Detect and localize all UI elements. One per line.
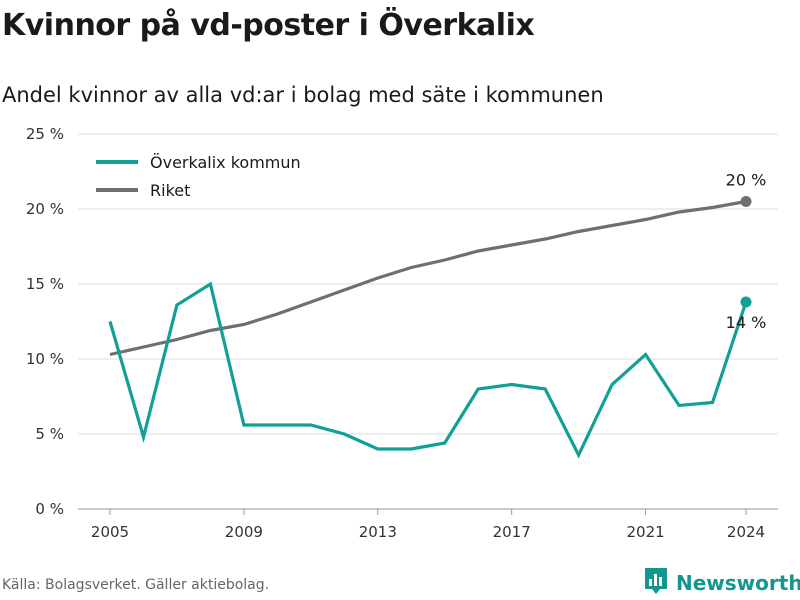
brand-logo: Newsworthy <box>644 568 800 598</box>
x-tick-label: 2024 <box>727 523 765 541</box>
x-tick-label: 2017 <box>493 523 531 541</box>
y-tick-label: 10 % <box>26 350 64 368</box>
y-tick-label: 5 % <box>35 425 64 443</box>
end-point-riket <box>740 196 752 207</box>
line-chart: 0 %5 %10 %15 %20 %25 % 2005 2009 2013 2017 2… <box>26 125 778 541</box>
x-tick-label: 2009 <box>225 523 263 541</box>
x-tick-label: 2005 <box>91 523 129 541</box>
end-point-overkalix <box>740 296 752 308</box>
legend-label-overkalix: Överkalix kommun <box>150 153 301 172</box>
y-tick-label: 15 % <box>26 275 64 293</box>
legend-label-riket: Riket <box>150 181 190 200</box>
gridlines <box>78 133 778 510</box>
end-label-overkalix: 14 % <box>726 313 767 332</box>
end-labels: 14 % 20 % <box>726 171 767 333</box>
y-tick-label: 25 % <box>26 125 64 143</box>
chart-subtitle: Andel kvinnor av alla vd:ar i bolag med … <box>2 83 604 107</box>
y-tick-label: 0 % <box>35 500 64 518</box>
x-axis: 2005 2009 2013 2017 2021 2024 <box>91 509 765 541</box>
chart-title: Kvinnor på vd-poster i Överkalix <box>2 8 535 43</box>
series-line-riket <box>109 199 747 357</box>
newsworthy-logo-icon <box>644 567 668 599</box>
x-tick-label: 2013 <box>359 523 397 541</box>
series-lines <box>108 196 752 459</box>
end-label-riket: 20 % <box>726 171 767 190</box>
series-line-overkalix <box>108 281 748 459</box>
legend: Överkalix kommun Riket <box>96 153 301 200</box>
brand-name: Newsworthy <box>676 571 800 595</box>
y-axis: 0 % 5 % 10 % 15 % 20 % 25 % <box>26 125 64 518</box>
x-tick-label: 2021 <box>626 523 664 541</box>
source-note: Källa: Bolagsverket. Gäller aktiebolag. <box>2 577 270 593</box>
y-tick-label: 20 % <box>26 200 64 218</box>
